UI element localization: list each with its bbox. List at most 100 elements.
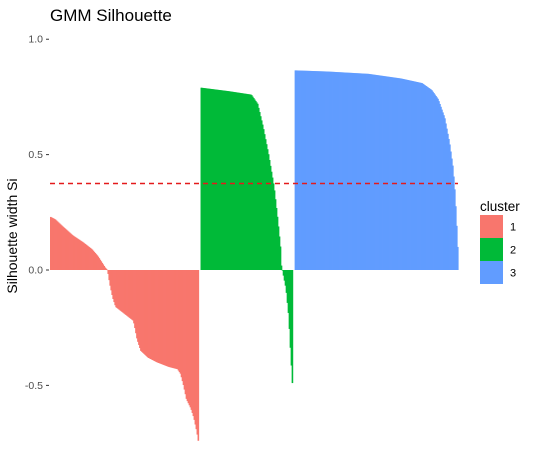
silhouette-bar	[240, 93, 242, 270]
silhouette-bar	[389, 76, 392, 271]
y-tick-label: -0.5	[25, 380, 43, 392]
silhouette-bar	[296, 70, 299, 270]
silhouette-bar	[254, 99, 256, 270]
silhouette-bar	[67, 231, 70, 270]
silhouette-bar	[307, 70, 310, 270]
silhouette-bar	[139, 270, 141, 349]
silhouette-bar	[122, 270, 124, 313]
silhouette-bar	[180, 270, 183, 378]
silhouette-bar	[311, 70, 314, 271]
silhouette-bar	[147, 270, 149, 358]
silhouette-bar	[101, 262, 104, 270]
silhouette-bar	[126, 270, 128, 316]
silhouette-bar	[284, 270, 287, 286]
silhouette-bars	[50, 70, 459, 441]
silhouette-bar	[397, 78, 400, 270]
silhouette-bar	[386, 76, 389, 270]
silhouette-bar	[157, 270, 160, 363]
silhouette-bar	[173, 270, 176, 369]
silhouette-bar	[329, 71, 331, 270]
silhouette-bar	[344, 72, 346, 271]
y-axis: -0.5 0.0 0.5 1.0	[25, 34, 49, 392]
silhouette-bar	[187, 270, 190, 404]
silhouette-bar	[259, 116, 262, 270]
silhouette-bar	[89, 247, 92, 270]
silhouette-bar	[242, 93, 244, 270]
silhouette-bar	[271, 177, 274, 270]
silhouette-bar	[137, 270, 139, 342]
silhouette-bar	[186, 270, 189, 402]
silhouette-bar	[224, 90, 226, 271]
silhouette-bar	[277, 226, 280, 270]
silhouette-bar	[83, 243, 86, 270]
silhouette-bar	[342, 72, 344, 270]
silhouette-bar	[434, 94, 436, 270]
silhouette-bar	[305, 70, 308, 270]
silhouette-bar	[315, 71, 318, 271]
silhouette-bar	[358, 73, 361, 270]
silhouette-bar	[393, 77, 396, 270]
silhouette-bar	[426, 86, 428, 270]
silhouette-bar	[312, 71, 315, 270]
silhouette-bar	[70, 234, 73, 270]
silhouette-bar	[324, 71, 326, 270]
silhouette-bar	[150, 270, 152, 360]
silhouette-bar	[380, 75, 383, 270]
silhouette-bar	[169, 270, 172, 368]
silhouette-bar	[306, 70, 309, 270]
legend-key-3	[480, 261, 503, 284]
silhouette-bar	[345, 72, 347, 270]
silhouette-bar	[347, 72, 349, 271]
silhouette-bar	[153, 270, 156, 362]
silhouette-bar	[333, 71, 335, 271]
silhouette-bar	[368, 74, 371, 270]
silhouette-bar	[97, 256, 100, 270]
silhouette-bar	[395, 77, 398, 270]
silhouette-bar	[232, 91, 234, 270]
silhouette-bar	[405, 79, 408, 270]
silhouette-bar	[359, 73, 362, 270]
silhouette-bar	[443, 115, 445, 270]
silhouette-bar	[181, 270, 184, 382]
silhouette-bar	[77, 239, 80, 270]
silhouette-bar	[374, 74, 377, 270]
silhouette-bar	[163, 270, 166, 366]
silhouette-bar	[321, 71, 323, 270]
silhouette-bar	[54, 219, 57, 270]
silhouette-bar	[72, 235, 75, 270]
silhouette-bar	[330, 71, 332, 271]
silhouette-bar	[352, 72, 354, 270]
silhouette-bar	[401, 78, 404, 270]
silhouette-bar	[188, 270, 191, 406]
silhouette-bar	[94, 253, 97, 270]
silhouette-bar	[105, 268, 108, 270]
silhouette-bar	[457, 246, 459, 270]
silhouette-bar	[280, 265, 283, 270]
silhouette-bar	[249, 94, 251, 271]
silhouette-bar	[455, 206, 457, 270]
silhouette-bar	[287, 270, 290, 313]
silhouette-bar	[408, 80, 411, 270]
silhouette-bar	[310, 70, 313, 270]
silhouette-bar	[151, 270, 154, 361]
silhouette-bar	[365, 73, 368, 270]
silhouette-bar	[291, 270, 294, 384]
silhouette-bar	[205, 88, 208, 270]
silhouette-bar	[371, 74, 374, 270]
silhouette-bar	[422, 83, 424, 271]
silhouette-bar	[214, 89, 216, 271]
silhouette-bar	[210, 88, 213, 270]
silhouette-bar	[399, 78, 402, 271]
silhouette-bar	[268, 160, 271, 270]
silhouette-bar	[366, 73, 369, 271]
silhouette-bar	[236, 92, 238, 270]
silhouette-bar	[286, 270, 289, 303]
silhouette-bar	[140, 270, 142, 351]
silhouette-bar	[349, 72, 351, 270]
silhouette-bar	[148, 270, 150, 359]
silhouette-bar	[363, 73, 366, 271]
silhouette-bar	[267, 154, 270, 270]
silhouette-bar	[404, 79, 407, 270]
silhouette-bar	[154, 270, 157, 362]
silhouette-bar	[158, 270, 161, 364]
